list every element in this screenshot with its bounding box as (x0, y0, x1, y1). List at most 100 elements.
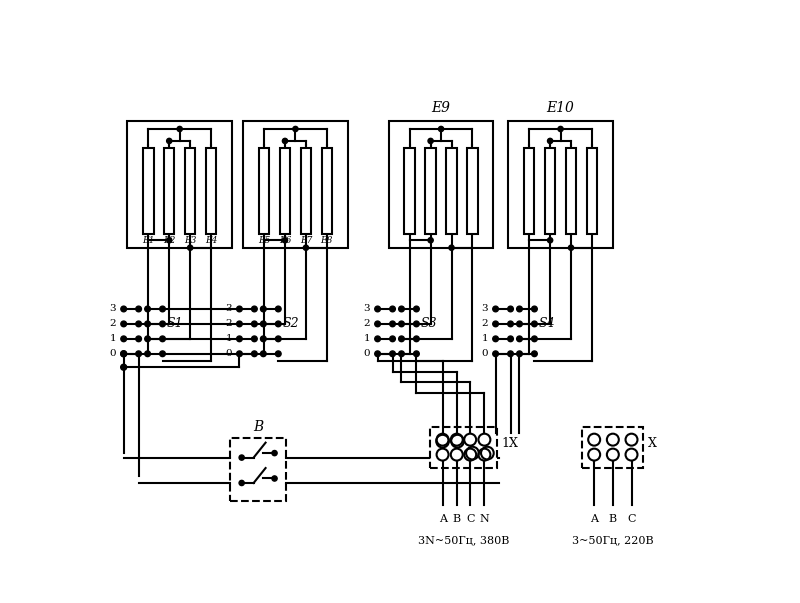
Circle shape (145, 336, 150, 342)
Circle shape (390, 321, 395, 327)
Text: 3~50Гц, 220В: 3~50Гц, 220В (572, 535, 654, 545)
Circle shape (374, 306, 381, 312)
Circle shape (569, 245, 574, 250)
Text: 0: 0 (110, 349, 116, 358)
Text: 3: 3 (363, 305, 370, 314)
Text: E10: E10 (546, 101, 574, 115)
Text: 2: 2 (363, 320, 370, 329)
Circle shape (145, 351, 150, 356)
Text: E8: E8 (321, 236, 333, 245)
Bar (586, 148, 597, 235)
Text: 1X: 1X (502, 437, 518, 450)
Text: E2: E2 (163, 236, 175, 245)
Circle shape (390, 336, 395, 342)
Circle shape (493, 351, 498, 356)
Bar (301, 148, 311, 235)
Text: E7: E7 (300, 236, 312, 245)
Circle shape (547, 138, 553, 144)
Circle shape (428, 238, 434, 243)
Circle shape (374, 336, 381, 342)
Bar (446, 148, 457, 235)
Circle shape (275, 351, 281, 356)
Circle shape (160, 336, 166, 342)
Circle shape (531, 336, 538, 342)
Circle shape (121, 306, 126, 312)
Text: S3: S3 (421, 317, 438, 330)
Text: 1: 1 (363, 334, 370, 343)
Circle shape (272, 476, 277, 481)
Text: 3N~50Гц, 380В: 3N~50Гц, 380В (418, 535, 509, 545)
Circle shape (531, 351, 538, 356)
Circle shape (493, 306, 498, 312)
Text: 3: 3 (226, 305, 232, 314)
Text: E5: E5 (258, 236, 270, 245)
Circle shape (374, 351, 381, 356)
Bar (582, 426, 643, 468)
Text: 1: 1 (110, 334, 116, 343)
Circle shape (508, 336, 514, 342)
Text: A: A (590, 514, 598, 525)
Circle shape (390, 306, 395, 312)
Bar (508, 121, 613, 248)
Circle shape (145, 321, 150, 327)
Text: E3: E3 (184, 236, 196, 245)
Circle shape (517, 336, 522, 342)
Circle shape (251, 336, 258, 342)
Circle shape (261, 336, 266, 342)
Text: 0: 0 (482, 349, 488, 358)
Text: 3: 3 (482, 305, 488, 314)
Circle shape (136, 351, 142, 356)
Circle shape (517, 351, 522, 356)
Circle shape (136, 306, 142, 312)
Bar (243, 121, 348, 248)
Circle shape (398, 321, 404, 327)
Text: E4: E4 (205, 236, 218, 245)
Text: 1: 1 (226, 334, 232, 343)
Circle shape (414, 336, 419, 342)
Bar (185, 148, 195, 235)
Text: C: C (466, 514, 474, 525)
Circle shape (237, 306, 242, 312)
Circle shape (160, 306, 166, 312)
Text: E9: E9 (431, 101, 450, 115)
Circle shape (508, 306, 514, 312)
Text: 2: 2 (482, 320, 488, 329)
Text: S4: S4 (539, 317, 555, 330)
Circle shape (508, 321, 514, 327)
Text: 1: 1 (482, 334, 488, 343)
Circle shape (160, 351, 166, 356)
Circle shape (414, 351, 419, 356)
Text: X: X (648, 437, 657, 450)
Circle shape (282, 138, 288, 144)
Bar (430, 426, 497, 468)
Circle shape (261, 321, 266, 327)
Text: A: A (438, 514, 446, 525)
Circle shape (121, 336, 126, 342)
Circle shape (237, 351, 242, 356)
Circle shape (547, 238, 553, 243)
Bar (524, 148, 534, 235)
Circle shape (493, 321, 498, 327)
Circle shape (239, 481, 244, 485)
Bar (230, 438, 286, 501)
Circle shape (237, 321, 242, 327)
Circle shape (166, 138, 172, 144)
Bar (405, 148, 415, 235)
Text: E6: E6 (279, 236, 291, 245)
Bar (127, 121, 232, 248)
Bar (143, 148, 154, 235)
Bar (545, 148, 555, 235)
Circle shape (374, 321, 381, 327)
Text: N: N (479, 514, 490, 525)
Circle shape (261, 351, 266, 356)
Bar (389, 121, 494, 248)
Bar (322, 148, 332, 235)
Circle shape (558, 127, 563, 131)
Circle shape (531, 321, 538, 327)
Circle shape (438, 127, 444, 131)
Bar (426, 148, 436, 235)
Circle shape (187, 245, 193, 250)
Circle shape (282, 238, 288, 243)
Text: S1: S1 (167, 317, 184, 330)
Circle shape (136, 321, 142, 327)
